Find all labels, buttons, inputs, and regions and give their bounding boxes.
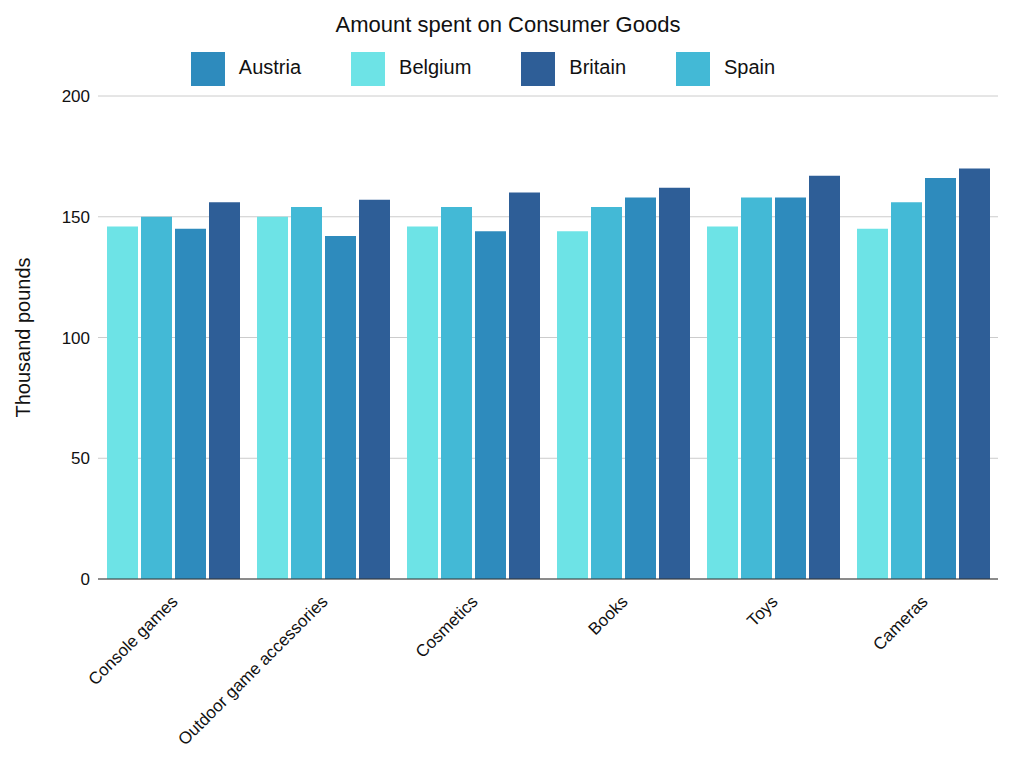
html-text:Austria: Austria	[238, 56, 302, 79]
svg-text:50: 50	[71, 449, 90, 468]
html-text:Amount spent on Consumer Goods: Amount spent on Consumer Goods	[335, 12, 681, 37]
svg-text:Outdoor game accessories: Outdoor game accessories	[174, 592, 331, 749]
svg-text:Console games: Console games	[85, 592, 182, 689]
svg-text:Thousand pounds: Thousand pounds	[12, 257, 34, 417]
html-text:Belgium: Belgium	[399, 56, 472, 79]
svg-text:Books: Books	[585, 592, 632, 639]
svg-text:0: 0	[81, 570, 90, 589]
svg-text:Cameras: Cameras	[869, 592, 931, 654]
svg-text:Toys: Toys	[743, 592, 781, 630]
html-text:Spain: Spain	[724, 56, 776, 79]
svg-text:Cosmetics: Cosmetics	[412, 592, 482, 662]
svg-text:100: 100	[62, 329, 90, 348]
svg-text:200: 200	[62, 87, 90, 106]
svg-text:150: 150	[62, 208, 90, 227]
html-text:Britain: Britain	[569, 56, 626, 79]
